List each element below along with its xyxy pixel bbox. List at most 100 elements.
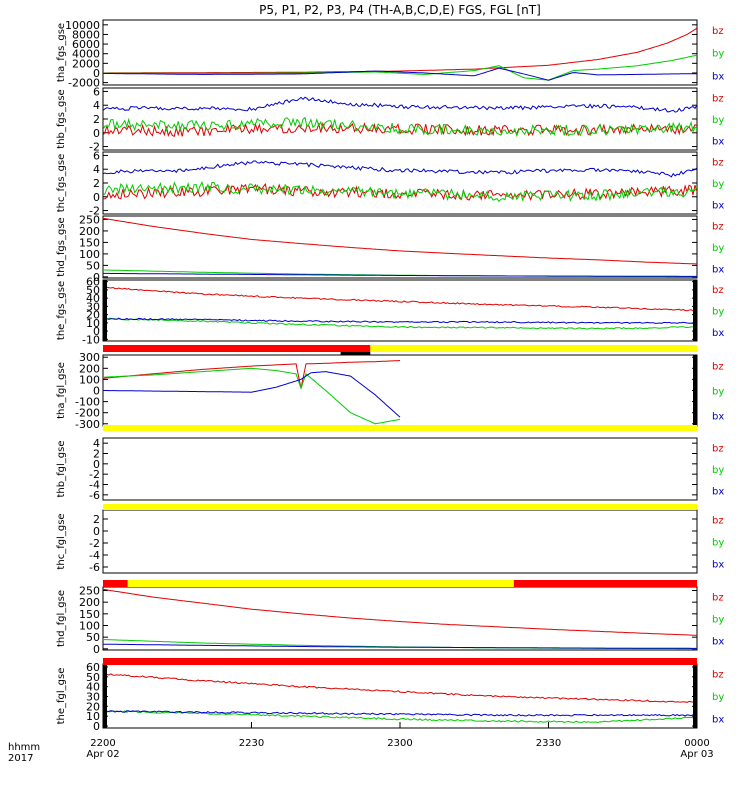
series-line-by: [103, 317, 697, 330]
y-tick-label: 0: [93, 525, 100, 538]
y-tick-label: 0: [93, 720, 100, 733]
legend-by: by: [712, 243, 724, 254]
y-tick-label: -4: [89, 549, 100, 562]
legend-bx: bx: [712, 265, 724, 276]
series-group: [103, 673, 697, 724]
series-line-by: [103, 116, 697, 138]
x-tick-label: 2300: [387, 738, 412, 749]
series-line-bx: [103, 710, 697, 717]
y-tick-label: -6: [89, 561, 100, 574]
x-tick-label: 2200: [90, 738, 115, 749]
y-tick-label: 40: [86, 681, 100, 694]
panel-frame: [102, 151, 698, 215]
y-tick-label: 0: [93, 67, 100, 80]
y-tick-label: 30: [86, 690, 100, 703]
y-axis-label: the_fgl_gse: [56, 668, 67, 725]
status-bar-segment: [127, 580, 514, 587]
panel-thc_fgl_gse: -6-4-202 thc_fgl_gse bz by bx: [56, 509, 724, 574]
y-tick-label: 20: [86, 700, 100, 713]
series-line-by: [103, 367, 401, 425]
status-bar-segment: [513, 580, 697, 587]
status-bar-segment: [103, 580, 128, 587]
y-tick-label: 50: [86, 631, 100, 644]
y-tick-label: 250: [79, 213, 100, 226]
y-axis-label: tha_fgs_gse: [56, 23, 67, 82]
series-line-by: [103, 180, 697, 203]
y-tick-label: -2: [89, 205, 100, 218]
legend-bz: bz: [712, 362, 724, 373]
y-tick-label: 100: [79, 248, 100, 261]
panel-frame: [102, 663, 698, 729]
edge-marker-right: [693, 664, 697, 728]
y-tick-label: -300: [75, 418, 100, 431]
legend-by: by: [712, 692, 724, 703]
y-tick-label: 200: [79, 596, 100, 609]
x-tick-date: Apr 02: [86, 749, 119, 760]
y-tick-label: 50: [86, 671, 100, 684]
y-tick-label: 8000: [72, 28, 100, 41]
legend-bx: bx: [712, 328, 724, 339]
series-line-by: [103, 710, 697, 724]
series-line-bx: [103, 317, 697, 324]
y-tick-label: 250: [79, 585, 100, 598]
panel-frame: [102, 279, 698, 342]
y-tick-label: 50: [86, 259, 100, 272]
y-tick-label: 50: [86, 284, 100, 297]
legend-bz: bz: [712, 592, 724, 603]
y-tick-label: -2: [89, 141, 100, 154]
series-line-bx: [103, 371, 401, 418]
panel-frame: [102, 509, 698, 574]
status-bar-segment: [370, 345, 697, 352]
panel-frame: [102, 215, 698, 279]
y-tick-label: -6: [89, 489, 100, 502]
series-group: [103, 160, 697, 203]
y-tick-label: 100: [79, 373, 100, 386]
legend-bx: bx: [712, 71, 724, 82]
y-axis-label: the_fgs_gse: [56, 281, 67, 340]
y-tick-label: 0: [93, 191, 100, 204]
x-tick-date: Apr 03: [680, 749, 713, 760]
y-tick-label: -100: [75, 396, 100, 409]
legend-bx: bx: [712, 137, 724, 148]
legend-bz: bz: [712, 221, 724, 232]
series-group: [103, 217, 697, 278]
panel-frame: [102, 87, 698, 151]
y-tick-label: 6: [93, 85, 100, 98]
legend-bx: bx: [712, 411, 724, 422]
edge-marker-left: [103, 280, 107, 341]
y-tick-label: 10000: [65, 19, 100, 32]
legend-bx: bx: [712, 201, 724, 212]
y-tick-label: 2: [93, 448, 100, 461]
x-axis-row-label-time: hhmm: [8, 742, 40, 753]
series-line-bx: [103, 160, 697, 178]
status-bar-segment: [103, 425, 697, 431]
y-tick-label: 150: [79, 608, 100, 621]
legend-bz: bz: [712, 670, 724, 681]
y-tick-label: 0: [93, 271, 100, 284]
legend-bz: bz: [712, 93, 724, 104]
series-line-bz: [103, 27, 697, 74]
legend-bz: bz: [712, 515, 724, 526]
legend-by: by: [712, 538, 724, 549]
plot-title: P5, P1, P2, P3, P4 (TH-A,B,C,D,E) FGS, F…: [259, 3, 541, 17]
y-tick-label: 150: [79, 236, 100, 249]
y-tick-label: 10: [86, 317, 100, 330]
y-tick-label: -10: [82, 333, 100, 346]
series-group: [103, 360, 401, 425]
series-group: [103, 286, 697, 330]
series-line-bz: [103, 673, 697, 704]
x-tick-label: 2230: [239, 738, 264, 749]
x-tick-label: 0000: [684, 738, 709, 749]
panel-frame: [102, 354, 698, 427]
legend-bz: bz: [712, 285, 724, 296]
series-group: [103, 27, 697, 81]
legend-by: by: [712, 307, 724, 318]
legend-by: by: [712, 387, 724, 398]
y-tick-label: 0: [93, 643, 100, 656]
